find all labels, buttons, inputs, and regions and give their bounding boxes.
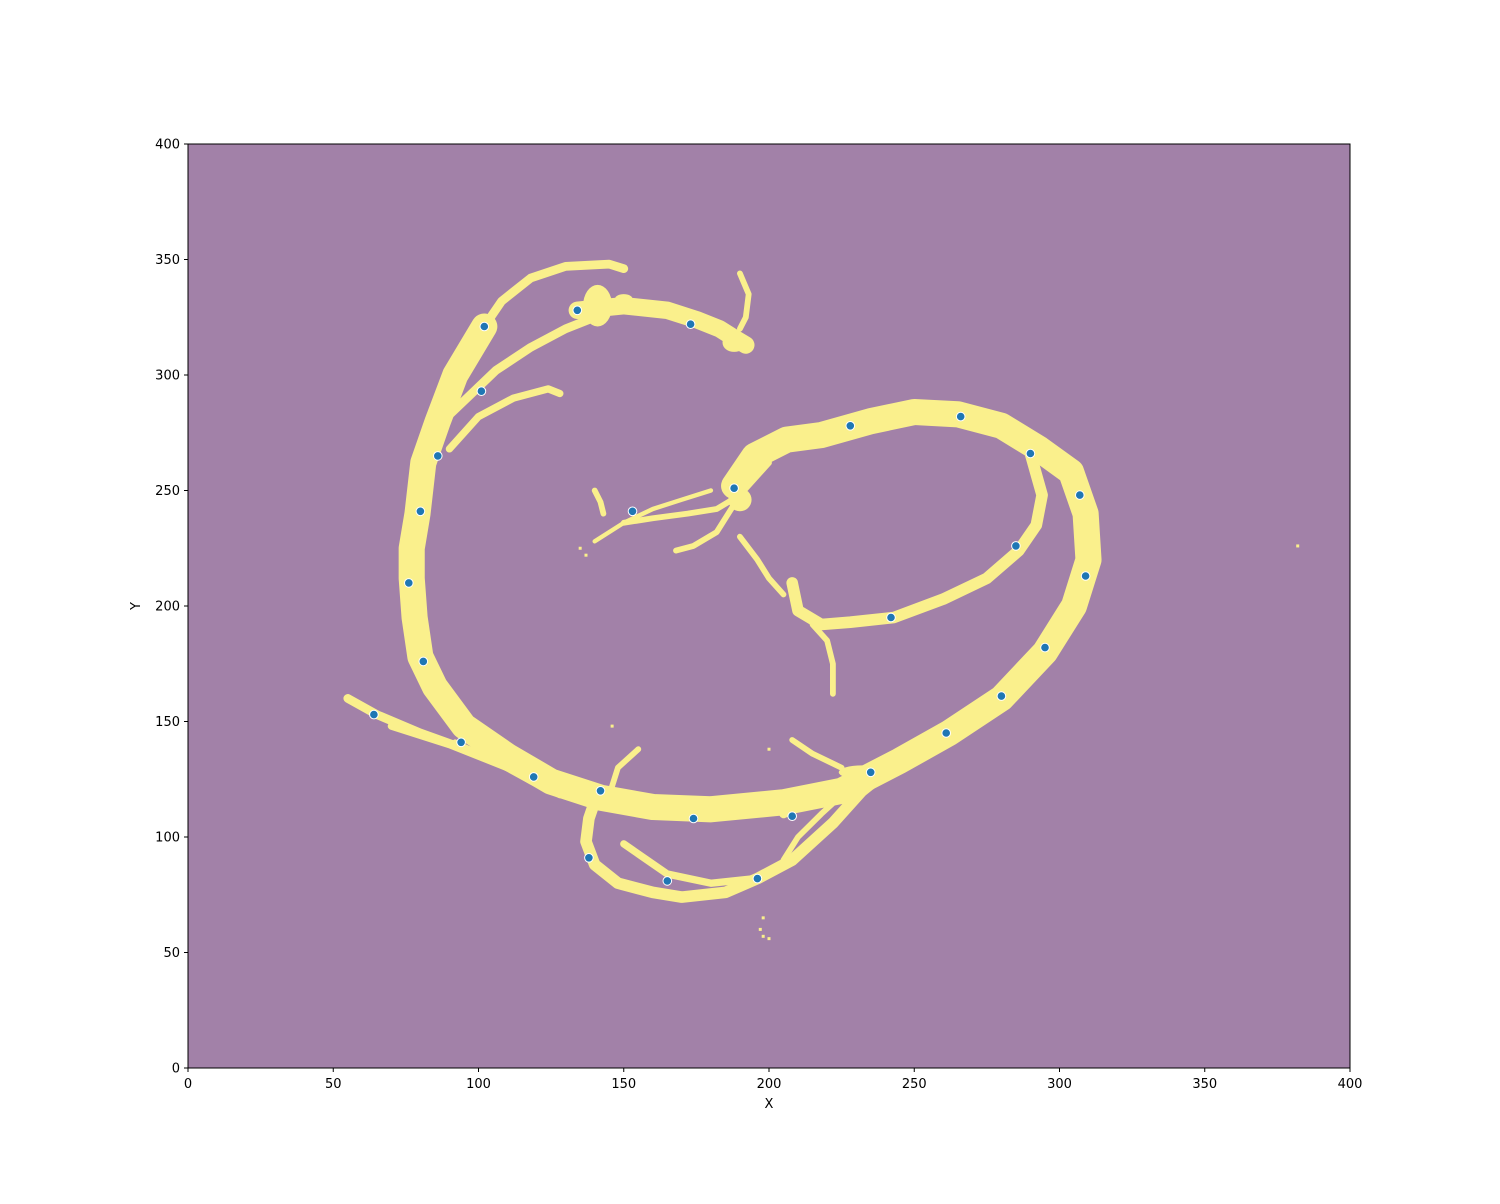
scatter-point (941, 728, 952, 738)
scatter-point (1025, 448, 1036, 459)
mask-speck (584, 553, 588, 557)
mask-band (786, 447, 1048, 631)
mask-speck (758, 927, 762, 931)
mask-band (620, 840, 759, 887)
scatter-point (1075, 490, 1085, 500)
scatter-point (886, 612, 896, 623)
x-tick-label: 50 (325, 1077, 342, 1092)
mask-band (737, 533, 787, 598)
scatter-point (404, 578, 414, 588)
mask-blob (838, 765, 886, 780)
x-tick-label: 400 (1338, 1077, 1363, 1092)
scatter-point (479, 321, 490, 332)
scatter-point (1080, 571, 1091, 581)
scatter-point (1011, 541, 1021, 551)
scatter-point (1040, 642, 1050, 653)
mask-speck (767, 747, 771, 751)
y-axis-ticks: 0 50 100 150 200 250 300 350 400 (155, 138, 188, 1077)
scatter-point (688, 813, 699, 824)
plot-background (188, 144, 1350, 1068)
scatter-point (752, 873, 763, 884)
scatter-point (955, 411, 966, 422)
y-tick-label: 200 (155, 600, 180, 615)
scatter-point (418, 656, 429, 667)
mask-speck (1296, 544, 1300, 548)
mask-speck (761, 916, 765, 920)
scatter-point (528, 772, 539, 782)
y-axis-label: Y (129, 602, 144, 611)
scatter-point (572, 305, 583, 316)
mask-speck (761, 934, 765, 938)
scatter-point (433, 451, 443, 461)
scatter-point (415, 506, 426, 517)
y-tick-label: 400 (155, 138, 180, 153)
x-axis-label: X (765, 1097, 774, 1112)
mask-speck (767, 937, 771, 941)
scatter-point (845, 421, 856, 431)
mask-speck (610, 724, 614, 728)
mask-band (433, 312, 600, 431)
y-tick-label: 100 (155, 831, 180, 846)
x-tick-label: 300 (1047, 1077, 1072, 1092)
x-tick-label: 350 (1192, 1077, 1217, 1092)
x-axis-ticks: 0 50 100 150 200 250 300 350 400 (184, 1068, 1363, 1092)
scatter-point (584, 853, 594, 863)
scatter-point (369, 709, 379, 720)
mask-band (452, 739, 563, 799)
x-tick-label: 150 (611, 1077, 636, 1092)
mask-band (809, 621, 836, 697)
mask-layer (343, 259, 1300, 941)
mask-blob (728, 488, 752, 512)
mask-blob (583, 284, 613, 327)
mask-band (779, 767, 876, 819)
y-tick-label: 50 (163, 946, 180, 961)
scatter-point (729, 483, 739, 494)
mask-band (591, 487, 607, 517)
mask-blob (722, 333, 746, 352)
x-tick-label: 250 (902, 1077, 927, 1092)
mask-band (445, 385, 564, 453)
mask-blob (615, 294, 633, 304)
scatter-point (787, 811, 798, 822)
mask-band (789, 737, 845, 771)
y-tick-label: 0 (172, 1062, 180, 1077)
mask-band (606, 746, 642, 799)
scatter-point (476, 386, 487, 397)
y-tick-label: 250 (155, 484, 180, 499)
mask-speck (578, 546, 582, 550)
scatter-point (627, 506, 638, 517)
mask-band (580, 766, 891, 903)
scatter-point (456, 737, 466, 748)
y-tick-label: 150 (155, 715, 180, 730)
y-tick-label: 350 (155, 253, 180, 268)
x-tick-label: 100 (466, 1077, 491, 1092)
mask-band (592, 488, 714, 544)
scatter-point (595, 786, 606, 796)
points-layer (369, 305, 1091, 886)
mask-band (737, 270, 752, 332)
x-tick-label: 0 (184, 1077, 192, 1092)
scatter-point (865, 767, 876, 778)
mask-blob (745, 790, 804, 810)
x-tick-label: 200 (757, 1077, 782, 1092)
scatter-point (685, 319, 696, 330)
mask-band (780, 792, 845, 863)
scatter-point (996, 691, 1007, 701)
mask-band (479, 259, 629, 331)
scatter-point (662, 876, 673, 886)
y-tick-label: 300 (155, 369, 180, 384)
